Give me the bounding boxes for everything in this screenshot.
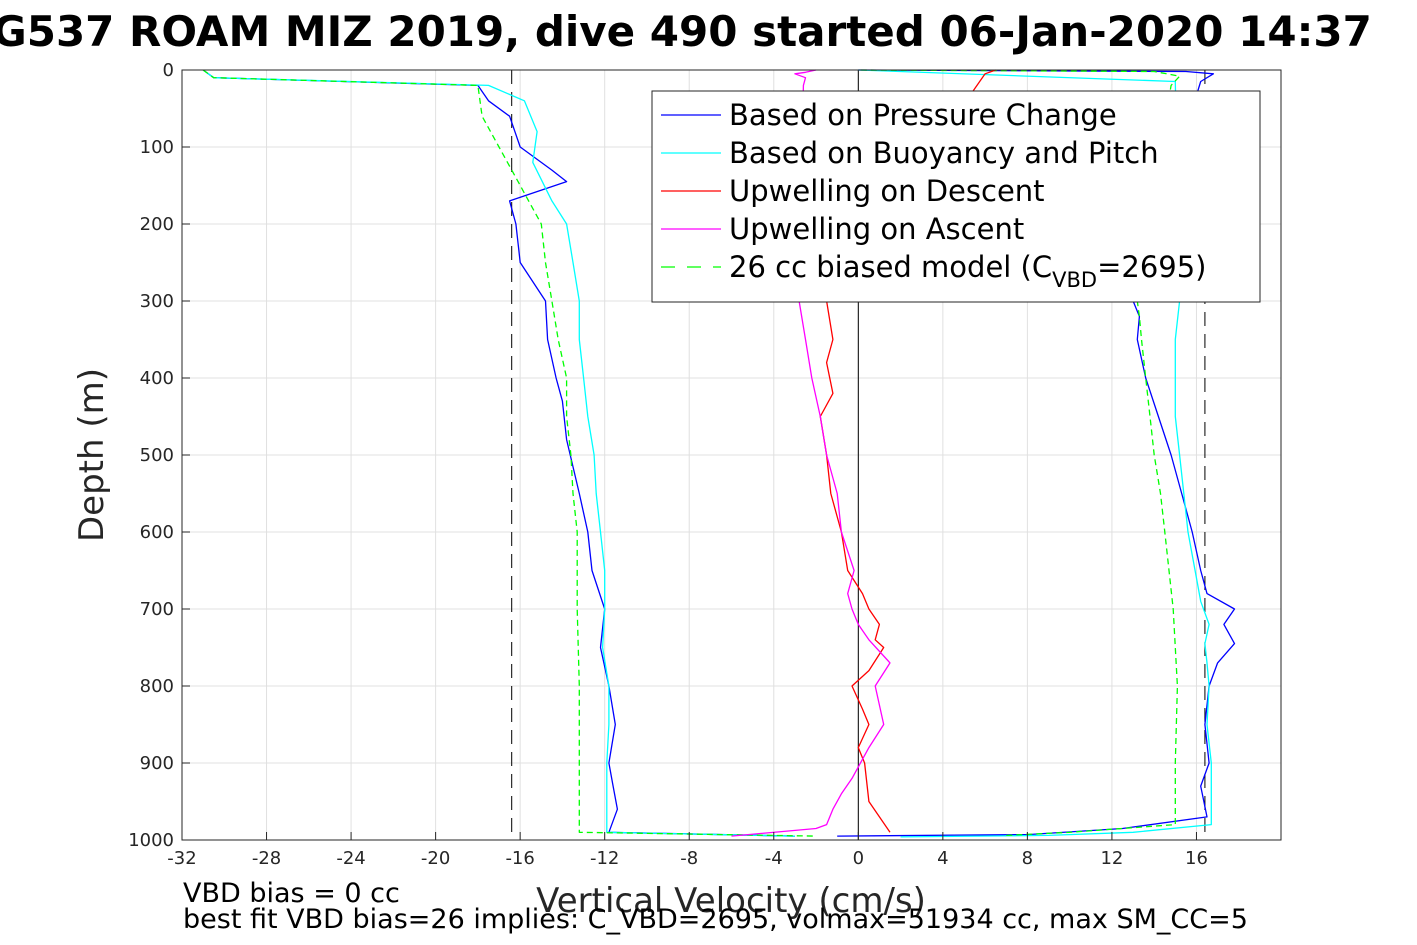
x-tick-label: -20: [421, 848, 450, 869]
y-tick-label: 200: [140, 214, 174, 235]
x-tick-label: -24: [336, 848, 365, 869]
x-tick-label: -12: [590, 848, 619, 869]
series-line: [202, 69, 817, 837]
y-tick-label: 500: [140, 445, 174, 466]
legend: Based on Pressure Change Based on Buoyanc…: [651, 90, 1261, 303]
series-line: [858, 69, 1212, 838]
y-tick-label: 800: [140, 676, 174, 697]
x-tick-label: -28: [252, 848, 281, 869]
y-tick-label: 1000: [128, 830, 174, 851]
y-tick-label: 900: [140, 753, 174, 774]
x-tick-label: 12: [1100, 848, 1123, 869]
y-tick-label: 700: [140, 599, 174, 620]
legend-entry-label: Based on Buoyancy and Pitch: [729, 136, 1159, 170]
x-tick-label: -16: [505, 848, 534, 869]
axis-ticks: -32 -28 -24 -20 -16 -12 -8 -4 0 4 8 12 16 0 100 200 300 4…: [128, 60, 1208, 869]
x-tick-label: 0: [853, 848, 864, 869]
y-tick-label: 400: [140, 368, 174, 389]
best-fit-note: best fit VBD bias=26 implies: C_VBD=2695…: [183, 904, 1248, 935]
legend-entry-label: Upwelling on Descent: [729, 174, 1045, 208]
legend-entry-label: 26 cc biased model (CVBD=2695): [729, 250, 1207, 292]
chart-title: SG537 ROAM MIZ 2019, dive 490 started 06…: [0, 7, 1372, 56]
x-tick-label: -8: [680, 848, 698, 869]
series-line: [202, 69, 795, 837]
series-line: [819, 69, 996, 833]
vbd-bias-note: VBD bias = 0 cc: [183, 878, 400, 909]
y-tick-label: 100: [140, 137, 174, 158]
legend-box: [651, 90, 1261, 303]
data-series: [202, 69, 1236, 838]
y-tick-label: 0: [163, 60, 174, 81]
x-tick-label: -4: [765, 848, 783, 869]
x-tick-label: 4: [937, 848, 948, 869]
y-axis-label: Depth (m): [72, 368, 112, 542]
legend-entry-label: Upwelling on Ascent: [729, 212, 1024, 246]
x-tick-label: -32: [167, 848, 196, 869]
y-tick-label: 300: [140, 291, 174, 312]
series-line: [202, 69, 795, 837]
legend-entry-label: Based on Pressure Change: [729, 98, 1117, 132]
x-axis-label: Vertical Velocity (cm/s): [536, 881, 926, 921]
x-tick-label: 16: [1185, 848, 1208, 869]
series-line: [837, 69, 1236, 837]
y-tick-label: 600: [140, 522, 174, 543]
x-tick-label: 8: [1022, 848, 1033, 869]
